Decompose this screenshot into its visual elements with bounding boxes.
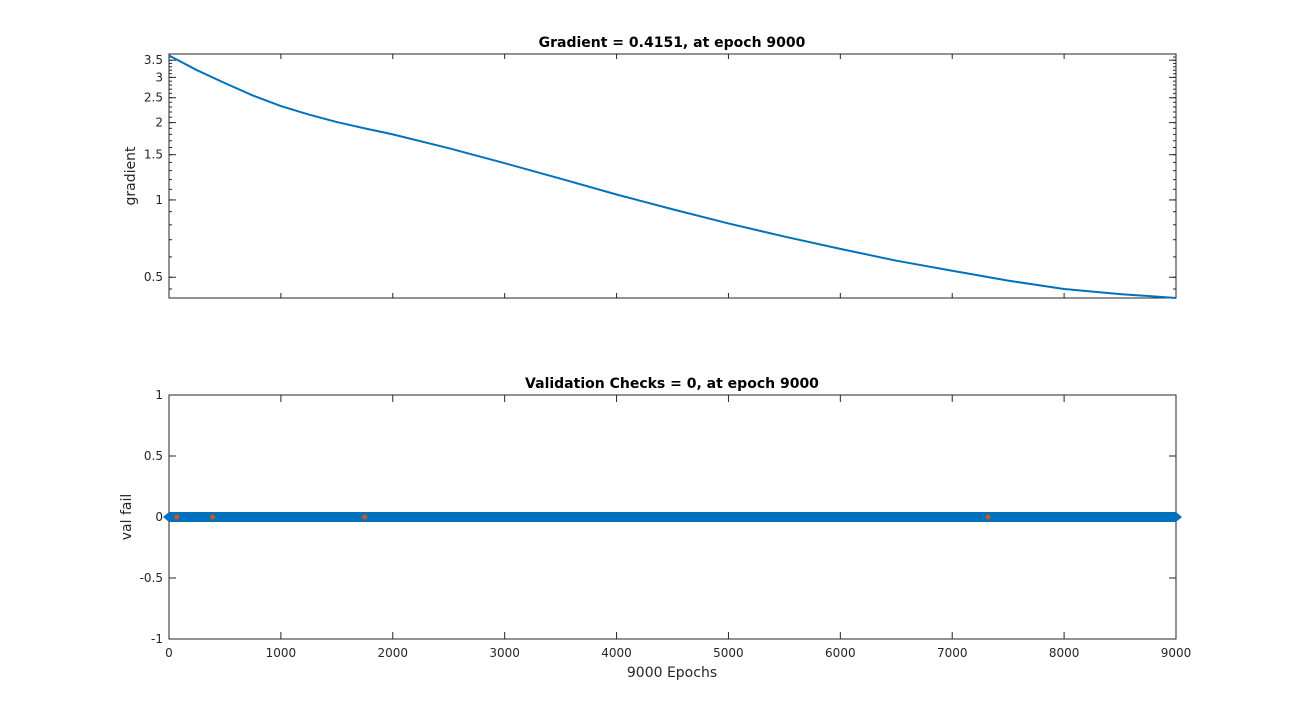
validation-x-tick-label: 7000 (937, 646, 968, 660)
validation-x-tick-label: 1000 (266, 646, 297, 660)
gradient-y-tick-label: 3.5 (144, 53, 163, 67)
validation-diamond-band (169, 512, 1176, 522)
validation-x-tick-label: 5000 (713, 646, 744, 660)
validation-point-marker (210, 514, 216, 520)
validation-x-tick-label: 8000 (1049, 646, 1080, 660)
validation-y-tick-label: -0.5 (140, 571, 163, 585)
validation-point-marker (174, 514, 180, 520)
gradient-y-tick-label: 1.5 (144, 148, 163, 162)
gradient-y-tick-label: 0.5 (144, 270, 163, 284)
validation-x-tick-label: 3000 (489, 646, 520, 660)
validation-x-tick-label: 0 (165, 646, 173, 660)
validation-diamond-marker (1170, 512, 1182, 522)
validation-marks (163, 512, 1182, 522)
validation-y-tick-label: -1 (151, 632, 163, 646)
gradient-y-tick-label: 1 (155, 193, 163, 207)
validation-plot-title: Validation Checks = 0, at epoch 9000 (525, 376, 819, 392)
gradient-x-ticks (168, 54, 1177, 298)
validation-y-ticks: -1 -0.5 0 0.5 1 (140, 388, 1176, 646)
validation-point-marker (985, 514, 991, 520)
gradient-series-line (168, 54, 1177, 299)
validation-diamond-marker (163, 512, 175, 522)
validation-axes: Validation Checks = 0, at epoch 9000 0 10… (119, 376, 1191, 681)
gradient-y-tick-label: 3 (155, 70, 163, 84)
validation-x-axis-label: 9000 Epochs (627, 665, 717, 681)
validation-y-axis-label: val fail (119, 494, 135, 541)
validation-x-ticks: 0 1000 2000 3000 4000 5000 6000 7000 8000 9000 (165, 395, 1191, 660)
gradient-y-tick-label: 2.5 (144, 91, 163, 105)
validation-point-marker (362, 514, 368, 520)
gradient-y-ticks: 0.5 1 1.5 2 2.5 3 3.5 (144, 53, 1176, 290)
validation-y-tick-label: 1 (155, 388, 163, 402)
gradient-axes: Gradient = 0.4151, at epoch 9000 0.5 1 1.5… (123, 35, 1177, 299)
gradient-y-tick-label: 2 (155, 116, 163, 130)
gradient-y-axis-label: gradient (123, 146, 139, 205)
validation-x-tick-label: 6000 (825, 646, 856, 660)
validation-x-tick-label: 2000 (378, 646, 409, 660)
gradient-plot-frame (168, 53, 1177, 299)
validation-x-tick-label: 9000 (1161, 646, 1192, 660)
validation-x-tick-label: 4000 (601, 646, 632, 660)
validation-y-tick-label: 0.5 (144, 449, 163, 463)
gradient-plot-title: Gradient = 0.4151, at epoch 9000 (539, 35, 806, 51)
validation-y-tick-label: 0 (155, 510, 163, 524)
